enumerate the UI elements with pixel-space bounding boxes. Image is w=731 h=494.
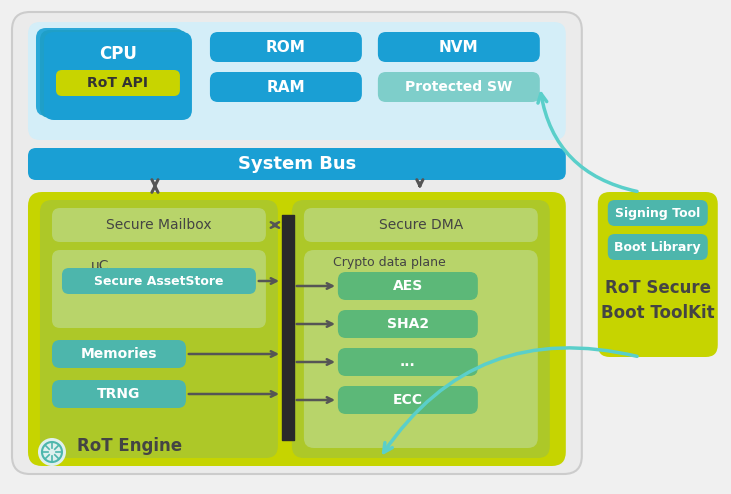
Text: Protected SW: Protected SW — [405, 80, 512, 94]
Text: SHA2: SHA2 — [387, 317, 429, 331]
Text: ...: ... — [400, 355, 416, 369]
FancyBboxPatch shape — [52, 340, 186, 368]
Text: Secure Mailbox: Secure Mailbox — [106, 218, 212, 232]
FancyBboxPatch shape — [607, 200, 708, 226]
FancyBboxPatch shape — [28, 22, 566, 140]
FancyBboxPatch shape — [40, 200, 278, 458]
Text: RoT Engine: RoT Engine — [77, 437, 183, 455]
Text: NVM: NVM — [439, 40, 479, 54]
FancyBboxPatch shape — [304, 250, 538, 448]
FancyBboxPatch shape — [210, 72, 362, 102]
FancyBboxPatch shape — [338, 310, 478, 338]
FancyBboxPatch shape — [52, 250, 266, 328]
Circle shape — [38, 438, 66, 466]
FancyBboxPatch shape — [56, 70, 180, 96]
FancyBboxPatch shape — [52, 208, 266, 242]
FancyBboxPatch shape — [40, 30, 188, 118]
Text: Signing Tool: Signing Tool — [616, 206, 700, 219]
FancyBboxPatch shape — [304, 208, 538, 242]
Text: AES: AES — [393, 279, 423, 293]
FancyBboxPatch shape — [607, 234, 708, 260]
Text: Memories: Memories — [80, 347, 157, 361]
FancyBboxPatch shape — [28, 192, 566, 466]
FancyBboxPatch shape — [52, 380, 186, 408]
FancyBboxPatch shape — [36, 28, 184, 116]
FancyBboxPatch shape — [378, 72, 539, 102]
Text: RoT API: RoT API — [88, 76, 148, 90]
FancyBboxPatch shape — [598, 192, 718, 357]
FancyBboxPatch shape — [44, 32, 192, 120]
FancyBboxPatch shape — [338, 386, 478, 414]
Text: RoT Secure
Boot ToolKit: RoT Secure Boot ToolKit — [601, 279, 715, 322]
Text: Boot Library: Boot Library — [615, 241, 701, 253]
FancyBboxPatch shape — [62, 268, 256, 294]
FancyBboxPatch shape — [12, 12, 582, 474]
Text: Crypto data plane: Crypto data plane — [333, 255, 446, 269]
FancyBboxPatch shape — [338, 348, 478, 376]
Text: μC: μC — [91, 259, 109, 273]
FancyBboxPatch shape — [292, 200, 550, 458]
Text: ROM: ROM — [266, 40, 306, 54]
Text: System Bus: System Bus — [238, 155, 356, 173]
Text: CPU: CPU — [99, 45, 137, 63]
Text: RAM: RAM — [267, 80, 306, 94]
FancyBboxPatch shape — [378, 32, 539, 62]
FancyBboxPatch shape — [338, 272, 478, 300]
Text: ECC: ECC — [393, 393, 423, 407]
FancyBboxPatch shape — [28, 148, 566, 180]
FancyBboxPatch shape — [210, 32, 362, 62]
Text: Secure DMA: Secure DMA — [379, 218, 463, 232]
Text: TRNG: TRNG — [97, 387, 140, 401]
Text: Secure AssetStore: Secure AssetStore — [94, 275, 224, 288]
